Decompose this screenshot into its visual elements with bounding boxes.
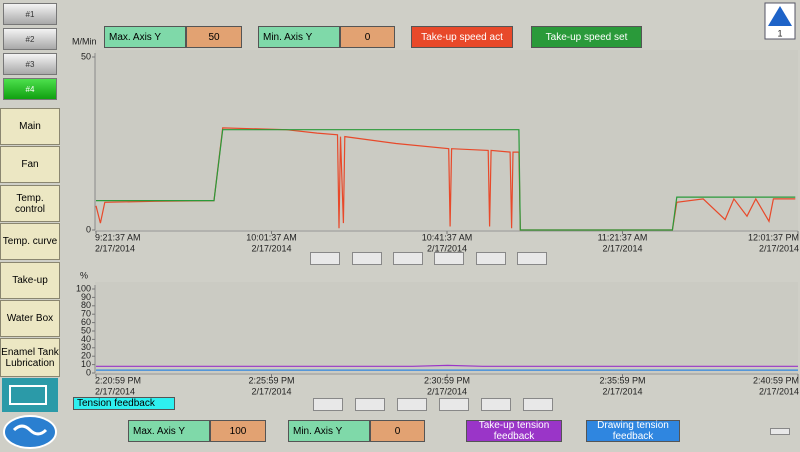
- series-line: [96, 364, 798, 367]
- menu-button[interactable]: Main: [0, 108, 60, 145]
- min-axis-value[interactable]: 0: [370, 420, 425, 442]
- x-tick-date: 2/17/2014: [427, 386, 467, 396]
- y-tick-label: 30: [81, 342, 91, 352]
- max-axis-value[interactable]: 100: [210, 420, 266, 442]
- min-axis-label: Min. Axis Y: [288, 420, 370, 442]
- x-tick-date: 2/17/2014: [602, 386, 642, 396]
- y-tick-label: 60: [81, 317, 91, 327]
- y-axis-label: %: [80, 270, 88, 280]
- menu-button[interactable]: Fan: [0, 146, 60, 183]
- legend-button[interactable]: Take-up speed set: [531, 26, 642, 48]
- icon-machine[interactable]: [2, 378, 58, 412]
- menu-button[interactable]: Take-up: [0, 262, 60, 299]
- y-tick-label: 50: [81, 51, 91, 61]
- y-tick-label: 0: [86, 224, 91, 234]
- menu-button[interactable]: Temp. curve: [0, 223, 60, 260]
- x-tick-label: 2:35:59 PM: [599, 375, 645, 385]
- legend-button[interactable]: Take-up tension feedback: [466, 420, 562, 442]
- warning-icon: [768, 6, 792, 26]
- x-tick-date: 2/17/2014: [251, 386, 291, 396]
- nav-button[interactable]: [352, 252, 382, 265]
- max-axis-label: Max. Axis Y: [128, 420, 210, 442]
- y-tick-label: 20: [81, 351, 91, 361]
- x-tick-label: 9:21:37 AM: [95, 232, 141, 242]
- min-axis-value[interactable]: 0: [340, 26, 395, 48]
- y-tick-label: 50: [81, 325, 91, 335]
- nav-button[interactable]: [439, 398, 469, 411]
- max-axis-label: Max. Axis Y: [104, 26, 186, 48]
- nav-button[interactable]: [393, 252, 423, 265]
- menu-button[interactable]: Water Box: [0, 300, 60, 337]
- x-tick-label: 11:21:37 AM: [598, 232, 648, 242]
- nav-button[interactable]: [476, 252, 506, 265]
- y-tick-label: 90: [81, 292, 91, 302]
- x-tick-date: 2/17/2014: [427, 243, 467, 253]
- nav-button[interactable]: [523, 398, 553, 411]
- y-tick-label: 0: [86, 367, 91, 377]
- y-tick-label: 40: [81, 334, 91, 344]
- tab-button[interactable]: #1: [3, 3, 57, 25]
- nav-button[interactable]: [355, 398, 385, 411]
- page-indicator: 1: [777, 28, 782, 38]
- menu-button[interactable]: Enamel Tank Lubrication: [0, 338, 60, 377]
- max-axis-value[interactable]: 50: [186, 26, 242, 48]
- nav-button[interactable]: [397, 398, 427, 411]
- x-tick-label: 2:30:59 PM: [424, 375, 470, 385]
- x-tick-date: 2/17/2014: [251, 243, 291, 253]
- nav-button[interactable]: [517, 252, 547, 265]
- plot-area: [95, 50, 798, 232]
- x-tick-date: 2/17/2014: [759, 243, 799, 253]
- x-tick-label: 10:41:37 AM: [422, 232, 473, 242]
- legend-button[interactable]: Take-up speed act: [411, 26, 513, 48]
- dropdown[interactable]: Tension feedback: [73, 397, 175, 410]
- x-tick-label: 10:01:37 AM: [246, 232, 297, 242]
- tab-button[interactable]: #2: [3, 28, 57, 50]
- y-tick-label: 80: [81, 300, 91, 310]
- series-line: [96, 129, 796, 231]
- y-axis-label: M/Min: [72, 36, 97, 46]
- nav-button[interactable]: [434, 252, 464, 265]
- x-tick-label: 2:20:59 PM: [95, 375, 141, 385]
- tab-button[interactable]: #3: [3, 53, 57, 75]
- icon-shape: [9, 385, 47, 405]
- menu-button[interactable]: Temp. control: [0, 185, 60, 222]
- legend-button[interactable]: Drawing tension feedback: [586, 420, 680, 442]
- x-tick-date: 2/17/2014: [95, 243, 135, 253]
- x-tick-date: 2/17/2014: [95, 386, 135, 396]
- y-tick-label: 10: [81, 359, 91, 369]
- scroll-button[interactable]: [770, 428, 790, 435]
- x-tick-label: 12:01:37 PM: [748, 232, 799, 242]
- x-tick-date: 2/17/2014: [602, 243, 642, 253]
- plot-area: [95, 282, 798, 375]
- min-axis-label: Min. Axis Y: [258, 26, 340, 48]
- nav-button[interactable]: [310, 252, 340, 265]
- icon-wave: [12, 424, 48, 436]
- tab-button[interactable]: #4: [3, 78, 57, 100]
- y-tick-label: 70: [81, 309, 91, 319]
- nav-button[interactable]: [313, 398, 343, 411]
- nav-button[interactable]: [481, 398, 511, 411]
- x-tick-label: 2:40:59 PM: [753, 375, 799, 385]
- x-tick-label: 2:25:59 PM: [248, 375, 294, 385]
- x-tick-date: 2/17/2014: [759, 386, 799, 396]
- y-tick-label: 100: [76, 283, 91, 293]
